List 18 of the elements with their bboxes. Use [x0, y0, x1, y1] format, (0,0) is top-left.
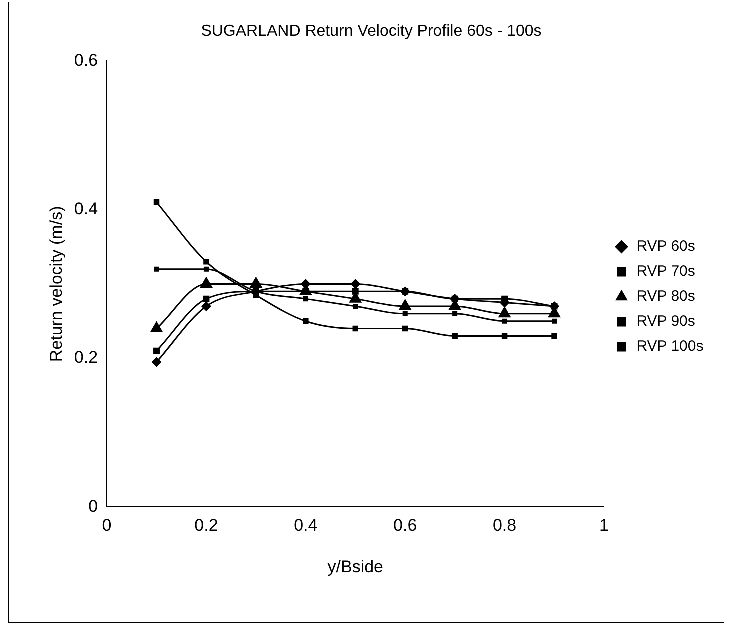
y-tick-label: 0 — [88, 496, 98, 516]
y-tick-label: 0.6 — [74, 50, 98, 70]
x-tick-label: 0.2 — [194, 516, 218, 536]
legend-label: RVP 60s — [636, 238, 696, 256]
chart-title: SUGARLAND Return Velocity Profile 60s - 100s — [201, 23, 542, 40]
x-tick-label: 0 — [102, 516, 112, 536]
x-tick-label: 0.4 — [294, 516, 318, 536]
y-axis-title: Return velocity (m/s) — [46, 206, 66, 362]
x-axis-title: y/Bside — [328, 557, 384, 576]
legend-label: RVP 80s — [636, 288, 696, 306]
x-tick-label: 0.8 — [492, 516, 517, 536]
legend-label: RVP 70s — [636, 263, 696, 280]
x-tick-label: 0.6 — [394, 516, 418, 536]
legend-label: RVP 100s — [636, 338, 704, 356]
y-tick-label: 0.2 — [74, 348, 98, 368]
y-tick-label: 0.4 — [74, 200, 98, 219]
legend-label: RVP 90s — [636, 313, 696, 330]
x-tick-label: 1 — [600, 516, 609, 536]
